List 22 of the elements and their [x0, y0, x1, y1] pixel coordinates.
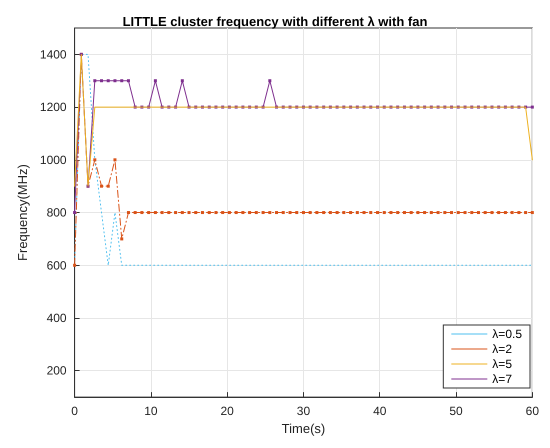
- line-series: [74, 54, 533, 187]
- x-tick-label: 10: [144, 404, 158, 418]
- y-tick-label: 600: [46, 258, 67, 272]
- legend-label: λ=0.5: [492, 327, 522, 341]
- x-tick-label: 0: [71, 404, 78, 418]
- x-axis-title: Time(s): [282, 421, 326, 436]
- x-tick-label: 30: [296, 404, 310, 418]
- y-tick-label: 800: [46, 206, 67, 220]
- legend-label: λ=2: [492, 342, 512, 356]
- y-tick-label: 200: [46, 364, 67, 378]
- y-tick-label: 400: [46, 311, 67, 326]
- x-tick-label: 60: [526, 404, 540, 418]
- x-tick-label: 20: [220, 404, 234, 418]
- y-tick-label: 1400: [40, 47, 67, 62]
- y-tick-label: 1000: [40, 152, 67, 167]
- y-axis-title: Frequency(MHz): [15, 164, 30, 261]
- y-tick-label: 1200: [40, 100, 67, 114]
- x-tick-label: 50: [449, 404, 464, 418]
- legend-label: λ=7: [492, 372, 512, 386]
- legend-label: λ=5: [492, 357, 512, 371]
- x-tick-label: 40: [373, 404, 387, 418]
- chart-title: LITTLE cluster frequency with different λ with fan: [122, 14, 428, 29]
